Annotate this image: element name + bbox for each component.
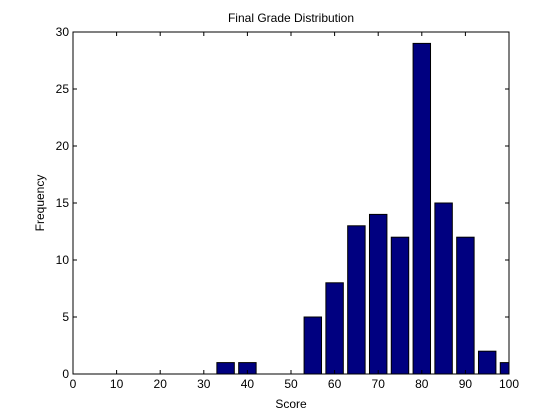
x-tick-label-100: 100 [499,377,519,391]
x-tick-label-60: 60 [328,377,342,391]
x-tick-label-0: 0 [70,377,77,391]
bar-80 [412,42,432,374]
bar-85 [434,202,453,374]
x-tick-label-90: 90 [459,377,473,391]
bar-95 [477,350,497,374]
x-axis-label: Score [275,397,307,411]
y-tick-label-20: 20 [56,139,70,153]
bar-35 [216,362,235,374]
x-tick-label-40: 40 [241,377,255,391]
y-tick-label-15: 15 [56,196,70,210]
x-tick-label-10: 10 [110,377,124,391]
y-tick-label-5: 5 [62,310,69,324]
y-tick-label-30: 30 [56,25,70,39]
bar-60 [325,282,344,374]
x-tick-label-80: 80 [415,377,429,391]
bar-75 [390,236,410,374]
x-tick-label-30: 30 [197,377,211,391]
y-axis-label: Frequency [33,175,47,232]
y-tick-label-0: 0 [62,367,69,381]
bar-65 [347,225,366,374]
bar-40 [238,362,257,374]
bar-90 [456,236,475,374]
y-tick-label-25: 25 [56,82,70,96]
bar-70 [368,213,388,374]
chart-title: Final Grade Distribution [228,11,354,25]
bars-layer [216,42,509,374]
ticks-layer: 0 10 20 30 40 50 60 70 80 90 100 0 5 10 15 20 25 30 [56,25,520,391]
x-tick-label-50: 50 [284,377,298,391]
y-tick-label-10: 10 [56,253,70,267]
bar-55 [303,316,323,374]
x-tick-label-70: 70 [372,377,386,391]
x-tick-label-20: 20 [154,377,168,391]
